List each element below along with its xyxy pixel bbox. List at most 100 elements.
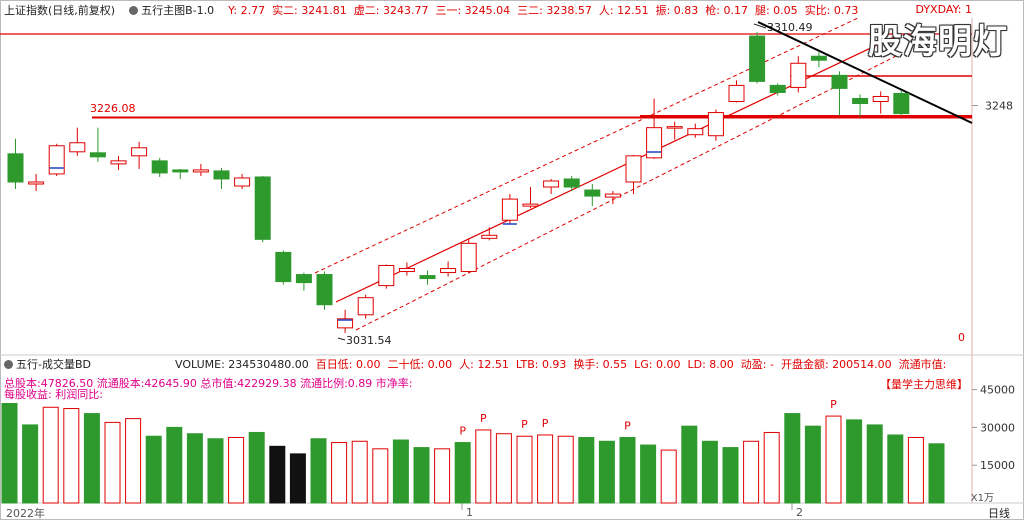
volume-bar xyxy=(434,448,451,504)
indicator-name[interactable]: 五行主图B-1.0 xyxy=(141,4,215,17)
volume-bar xyxy=(351,440,368,504)
channel-lower-line xyxy=(355,53,901,331)
candle-body xyxy=(563,178,580,188)
price-annotation: 3031.54 xyxy=(346,334,392,347)
candle-body xyxy=(316,274,333,306)
candle-body xyxy=(481,234,498,239)
volume-bar xyxy=(681,425,698,504)
stat-9: 实比: 0.73 xyxy=(804,4,859,17)
vol-stat-1: 百日低: 0.00 xyxy=(315,358,381,371)
x-label-month: 2 xyxy=(796,506,803,519)
vol-stat-8: 动盈: - xyxy=(740,358,774,371)
candle-body xyxy=(192,169,209,173)
volume-bar xyxy=(83,413,100,504)
candle-body xyxy=(749,35,766,82)
candle-body xyxy=(460,242,477,273)
stat-8: 腿: 0.05 xyxy=(754,4,798,17)
volume-bar xyxy=(248,431,265,504)
indicator-stats: Y: 2.77 实二: 3241.81 虚二: 3243.77 三一: 3245.04… xyxy=(228,4,865,17)
candle-body xyxy=(131,147,148,157)
settings-dot-icon[interactable] xyxy=(129,6,139,15)
volume-bar xyxy=(722,447,739,504)
annotation-arrow xyxy=(753,23,767,29)
period-label[interactable]: 日线 xyxy=(988,507,1010,520)
chart-title[interactable]: 上证指数(日线,前复权) xyxy=(4,4,116,17)
candle-body xyxy=(584,189,601,197)
stat-2: 虚二: 3243.77 xyxy=(353,4,429,17)
x-label-month: 1 xyxy=(466,506,473,519)
candle-body xyxy=(151,160,168,174)
candle-body xyxy=(7,153,24,183)
candle-body xyxy=(604,193,621,198)
x-unit-label: X1万 xyxy=(970,493,994,504)
p-marker: P xyxy=(830,398,837,411)
volume-bar xyxy=(289,453,306,504)
volume-bar xyxy=(145,435,162,504)
candle-body xyxy=(625,155,642,183)
eps-info-line: 每股收益: 利润同比: xyxy=(4,388,103,401)
price-annotation: 3310.49 xyxy=(767,21,813,34)
stat-4: 三二: 3238.57 xyxy=(517,4,592,17)
p-markers: P P P P P P xyxy=(459,398,837,437)
volume-bar xyxy=(784,413,801,504)
volume-bar xyxy=(372,448,389,504)
vol-stat-4: LTB: 0.93 xyxy=(515,358,567,371)
candle-body xyxy=(357,297,374,316)
candle-body xyxy=(501,198,518,221)
volume-bar xyxy=(516,435,533,504)
volume-bar xyxy=(186,433,203,504)
candle-body xyxy=(378,264,395,287)
volume-bar xyxy=(804,425,821,504)
volume-bar xyxy=(413,447,430,504)
trend-channel xyxy=(314,17,973,331)
settings-dot-icon[interactable] xyxy=(4,360,13,369)
p-marker: P xyxy=(542,417,549,430)
volume-bar xyxy=(392,439,409,504)
candle-body xyxy=(398,268,415,273)
volume-bar xyxy=(104,421,121,504)
candle-body xyxy=(872,95,889,103)
volume-tick: 30000 xyxy=(980,421,1015,434)
share-info-line: 总股本:47826.50 流通股本:42645.90 总市值:422929.38… xyxy=(4,377,413,390)
volume-bar xyxy=(887,434,904,504)
candle-body xyxy=(213,170,230,180)
vol-stat-3: 人: 12.51 xyxy=(459,358,509,371)
volume-bar xyxy=(166,426,183,504)
volume-bar xyxy=(63,408,80,504)
vol-stat-7: LD: 8.00 xyxy=(687,358,734,371)
volume-bar xyxy=(743,440,760,504)
volume-bar xyxy=(598,440,615,504)
volume-bar xyxy=(578,437,595,504)
volume-title[interactable]: 五行-成交量BD xyxy=(16,358,91,371)
vol-stat-5: 换手: 0.55 xyxy=(573,358,628,371)
candle-body xyxy=(172,169,189,173)
volume-bar xyxy=(701,440,718,504)
volume-bar xyxy=(475,429,492,504)
volume-bar xyxy=(269,445,286,504)
volume-bar xyxy=(640,444,657,504)
dyx-tag: DYXDAY: 1 xyxy=(915,3,972,16)
volume-bar xyxy=(763,431,780,504)
candle-body xyxy=(295,274,312,284)
volume-tick: 45000 xyxy=(980,384,1015,397)
candle-body xyxy=(790,62,807,88)
volume-bar xyxy=(619,437,636,504)
price-annotation: 0 xyxy=(958,331,965,344)
volume-tick: 15000 xyxy=(980,459,1015,472)
candle-body xyxy=(852,97,869,105)
candle-body xyxy=(543,180,560,188)
vol-stat-6: LG: 0.00 xyxy=(634,358,681,371)
candle-body xyxy=(48,145,65,175)
vol-stat-9: 开盘金额: 200514.00 xyxy=(780,358,892,371)
channel-center-line xyxy=(335,35,897,303)
resistance-lines xyxy=(0,33,972,119)
candle-body xyxy=(707,112,724,137)
stat-5: 人: 12.51 xyxy=(598,4,649,17)
volume-bar xyxy=(454,442,471,504)
candle-body xyxy=(254,176,271,240)
candle-body xyxy=(110,160,127,165)
volume-bar xyxy=(660,449,677,504)
candle-body xyxy=(275,251,292,283)
